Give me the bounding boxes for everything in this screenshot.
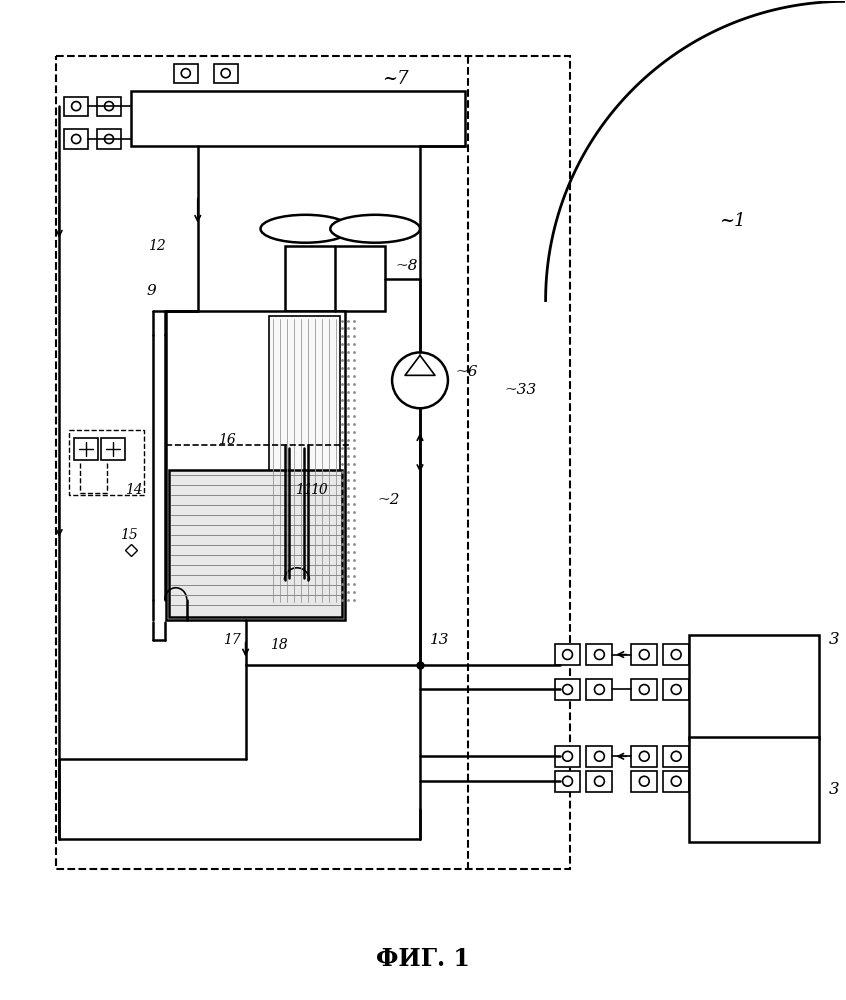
- Text: 11: 11: [295, 483, 313, 497]
- Text: ~7: ~7: [382, 70, 409, 88]
- Circle shape: [595, 650, 604, 659]
- Bar: [173, 64, 198, 83]
- Bar: [631, 746, 657, 767]
- Text: 10: 10: [310, 483, 328, 497]
- Circle shape: [105, 134, 113, 144]
- Bar: [631, 771, 657, 792]
- Circle shape: [563, 776, 573, 786]
- Text: 13: 13: [430, 633, 449, 647]
- Circle shape: [563, 650, 573, 659]
- Bar: [689, 635, 819, 739]
- Bar: [555, 679, 580, 700]
- Text: 16: 16: [218, 433, 236, 447]
- Bar: [131, 91, 464, 146]
- Circle shape: [563, 685, 573, 694]
- Circle shape: [72, 134, 80, 144]
- Bar: [663, 771, 689, 792]
- Bar: [74, 438, 98, 460]
- Text: ~2: ~2: [377, 493, 400, 507]
- Circle shape: [640, 685, 649, 694]
- Ellipse shape: [261, 215, 350, 243]
- Bar: [555, 746, 580, 767]
- Circle shape: [671, 650, 681, 659]
- Circle shape: [221, 69, 230, 78]
- Circle shape: [392, 352, 448, 408]
- Circle shape: [671, 751, 681, 761]
- Circle shape: [181, 69, 190, 78]
- Bar: [586, 644, 613, 665]
- Text: ~33: ~33: [505, 383, 537, 397]
- Bar: [663, 644, 689, 665]
- Circle shape: [671, 685, 681, 694]
- Bar: [101, 438, 125, 460]
- Bar: [555, 644, 580, 665]
- Circle shape: [640, 776, 649, 786]
- Text: 12: 12: [148, 239, 166, 253]
- Text: ~1: ~1: [719, 212, 745, 230]
- Circle shape: [72, 102, 80, 111]
- Bar: [285, 246, 385, 311]
- Bar: [214, 64, 238, 83]
- Text: 3: 3: [829, 781, 839, 798]
- Bar: [97, 97, 121, 116]
- Text: ~6: ~6: [455, 365, 477, 379]
- Bar: [64, 129, 88, 149]
- Bar: [663, 679, 689, 700]
- Circle shape: [563, 751, 573, 761]
- Bar: [631, 679, 657, 700]
- Circle shape: [640, 650, 649, 659]
- Bar: [64, 97, 88, 116]
- Bar: [268, 316, 340, 605]
- Bar: [56, 56, 569, 869]
- Bar: [586, 679, 613, 700]
- Circle shape: [595, 751, 604, 761]
- Text: 14: 14: [125, 483, 143, 497]
- Circle shape: [671, 776, 681, 786]
- Bar: [97, 129, 121, 149]
- Bar: [166, 311, 345, 620]
- Text: ФИГ. 1: ФИГ. 1: [376, 947, 470, 971]
- Text: 17: 17: [222, 633, 240, 647]
- Text: 3: 3: [829, 631, 839, 648]
- Text: 9: 9: [146, 284, 156, 298]
- Circle shape: [595, 685, 604, 694]
- Bar: [663, 746, 689, 767]
- Bar: [555, 771, 580, 792]
- Circle shape: [105, 102, 113, 111]
- Bar: [69, 430, 144, 495]
- Ellipse shape: [330, 215, 420, 243]
- Bar: [631, 644, 657, 665]
- Text: 18: 18: [271, 638, 288, 652]
- Text: 15: 15: [120, 528, 138, 542]
- Bar: [586, 746, 613, 767]
- Circle shape: [595, 776, 604, 786]
- Bar: [586, 771, 613, 792]
- Circle shape: [640, 751, 649, 761]
- Text: ~8: ~8: [395, 259, 418, 273]
- Bar: [169, 470, 343, 617]
- Bar: [689, 737, 819, 842]
